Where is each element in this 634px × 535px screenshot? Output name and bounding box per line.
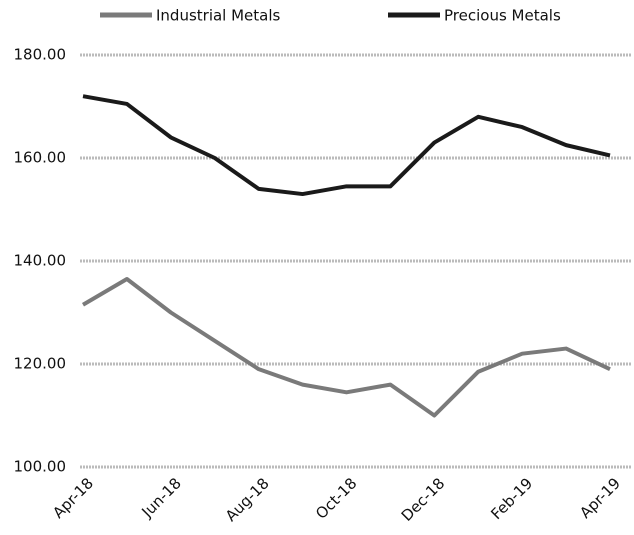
series-line <box>82 94 611 197</box>
series-line <box>81 277 611 418</box>
legend-label: Precious Metals <box>444 7 561 25</box>
legend-label: Industrial Metals <box>156 7 281 25</box>
x-tick-label: Apr-19 <box>576 474 624 522</box>
y-tick-label: 180.00 <box>14 46 67 64</box>
x-tick-label: Feb-19 <box>487 474 536 523</box>
y-tick-label: 140.00 <box>14 252 67 270</box>
x-tick-label: Apr-18 <box>49 474 97 522</box>
y-tick-label: 160.00 <box>14 149 67 167</box>
x-tick-label: Jun-18 <box>138 474 185 521</box>
x-tick-label: Oct-18 <box>312 474 360 522</box>
x-tick-label: Aug-18 <box>222 474 273 525</box>
x-tick-label: Dec-18 <box>398 474 449 525</box>
y-tick-label: 120.00 <box>14 355 67 373</box>
y-tick-label: 100.00 <box>14 458 67 476</box>
